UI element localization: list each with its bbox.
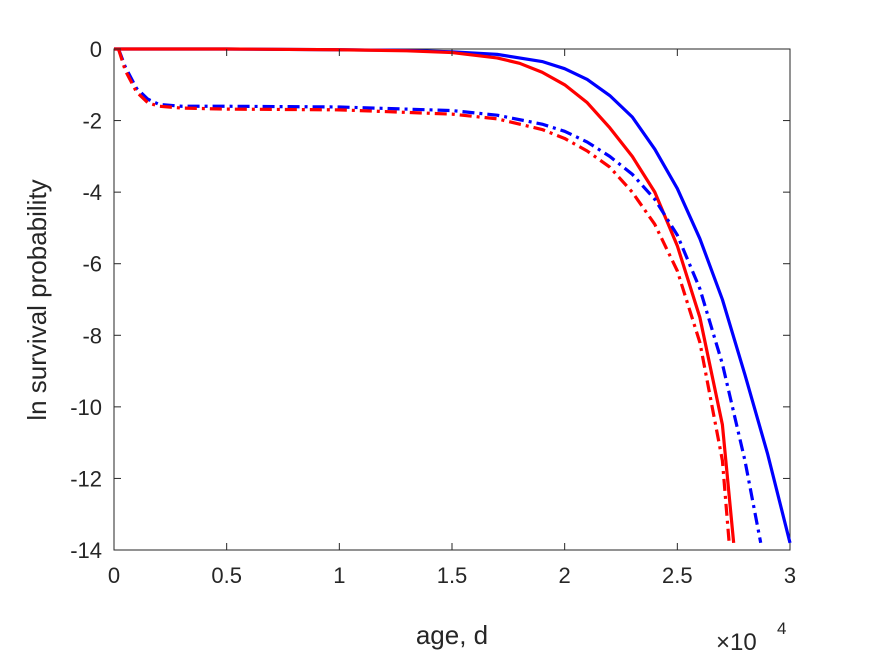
y-axis-label: ln survival probability bbox=[22, 179, 52, 420]
x-tick-label: 0 bbox=[108, 563, 120, 588]
y-tick-label: -4 bbox=[82, 180, 102, 205]
y-tick-label: -8 bbox=[82, 323, 102, 348]
x-axis-multiplier: ×10 4 bbox=[716, 619, 786, 656]
y-tick-label: -6 bbox=[82, 252, 102, 277]
y-tick-label: -2 bbox=[82, 109, 102, 134]
x-tick-label: 1.5 bbox=[437, 563, 468, 588]
series-line-2 bbox=[114, 47, 736, 543]
x-axis: 0 0.5 1 1.5 2 2.5 3 bbox=[108, 49, 796, 588]
series-line-4 bbox=[116, 48, 731, 543]
x-tick-label: 0.5 bbox=[211, 563, 242, 588]
x-tick-label: 2 bbox=[559, 563, 571, 588]
x-axis-multiplier-exponent: 4 bbox=[777, 619, 786, 638]
series-line-3 bbox=[117, 48, 763, 544]
y-tick-label: -10 bbox=[70, 395, 102, 420]
x-axis-multiplier-base: ×10 bbox=[716, 629, 757, 656]
series-layer bbox=[114, 47, 792, 544]
y-axis: 0 -2 -4 -6 -8 -10 -12 -14 bbox=[70, 37, 790, 563]
x-axis-label: age, d bbox=[416, 620, 488, 650]
x-tick-label: 2.5 bbox=[662, 563, 693, 588]
y-tick-label: 0 bbox=[90, 37, 102, 62]
y-tick-label: -12 bbox=[70, 466, 102, 491]
x-tick-label: 1 bbox=[333, 563, 345, 588]
x-tick-label: 3 bbox=[784, 563, 796, 588]
plot-frame bbox=[113, 48, 791, 551]
plot-area bbox=[113, 47, 792, 551]
y-tick-label: -14 bbox=[70, 538, 102, 563]
